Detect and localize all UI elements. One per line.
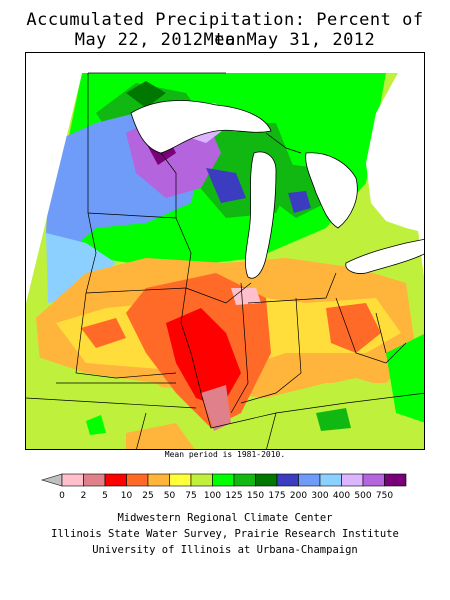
legend-arrow-below <box>40 473 63 487</box>
legend-label: 300 <box>311 491 328 501</box>
orange-spot-iowa <box>81 318 126 348</box>
legend-color-box <box>212 473 235 487</box>
legend-color-box <box>61 473 84 487</box>
darkest-green-spot <box>126 81 166 108</box>
green-spot-kentucky <box>316 408 351 431</box>
lake-erie <box>345 238 424 274</box>
outside-region-north <box>26 53 424 73</box>
legend-label: 25 <box>142 491 153 501</box>
map-svg <box>26 53 424 449</box>
legend-label: 500 <box>354 491 371 501</box>
legend-color-box <box>362 473 385 487</box>
color-legend: 0 2 5 10 25 50 75 100 125 150 175 200 300 400 500 750 <box>40 473 407 501</box>
legend-color-box <box>298 473 321 487</box>
legend-label: 125 <box>225 491 242 501</box>
outside-region-west <box>26 53 82 303</box>
green-spot-south <box>86 415 106 435</box>
light-pink-spot <box>231 288 261 305</box>
orange-spot-ohio <box>326 303 381 353</box>
map-date-range: May 22, 2012 to May 31, 2012 <box>74 30 376 50</box>
legend-color-box <box>319 473 342 487</box>
legend-color-box <box>169 473 192 487</box>
legend-label: 175 <box>268 491 285 501</box>
blue-spot-wisconsin <box>206 168 246 203</box>
legend-label: 75 <box>185 491 196 501</box>
state-boundaries <box>26 72 424 449</box>
legend-color-box <box>233 473 256 487</box>
lake-michigan <box>245 151 277 279</box>
map-title: Accumulated Precipitation: Percent of Me… <box>26 10 424 50</box>
legend-color-box <box>126 473 149 487</box>
yellow-green-south <box>26 353 196 449</box>
legend-label: 100 <box>204 491 221 501</box>
red-region <box>166 308 241 408</box>
legend-color-box <box>255 473 278 487</box>
legend-label: 0 <box>59 491 65 501</box>
legend-label: 10 <box>121 491 133 501</box>
green-region-east <box>386 334 424 423</box>
orange-south <box>126 423 195 449</box>
legend-label: 400 <box>333 491 350 501</box>
legend-color-box <box>276 473 299 487</box>
legend-label: 750 <box>376 491 393 501</box>
legend-color-box <box>147 473 170 487</box>
lake-superior <box>130 100 272 154</box>
legend-label: 5 <box>102 491 108 501</box>
legend-color-box <box>104 473 127 487</box>
legend-color-box <box>190 473 213 487</box>
credit-mrcc: Midwestern Regional Climate Center <box>117 512 333 524</box>
lake-huron <box>305 152 358 229</box>
blue-spot-michigan <box>288 191 311 213</box>
outside-region-northeast <box>366 73 424 233</box>
credit-uiuc: University of Illinois at Urbana-Champai… <box>92 544 358 556</box>
credit-isws: Illinois State Water Survey, Prairie Res… <box>51 528 399 540</box>
legend-color-box <box>341 473 364 487</box>
legend-label: 150 <box>247 491 264 501</box>
pink-spot <box>201 385 231 431</box>
legend-label: 50 <box>164 491 176 501</box>
legend-labels: 0 2 5 10 25 50 75 100 125 150 175 200 300 400 500 750 <box>59 491 393 501</box>
mean-period-note: Mean period is 1981-2010. <box>164 450 286 459</box>
legend-color-box <box>83 473 106 487</box>
legend-color-boxes <box>40 473 407 487</box>
legend-color-box <box>384 473 407 487</box>
legend-label: 200 <box>290 491 307 501</box>
precipitation-map <box>25 52 425 450</box>
light-blue-region <box>46 233 116 303</box>
legend-label: 2 <box>81 491 87 501</box>
